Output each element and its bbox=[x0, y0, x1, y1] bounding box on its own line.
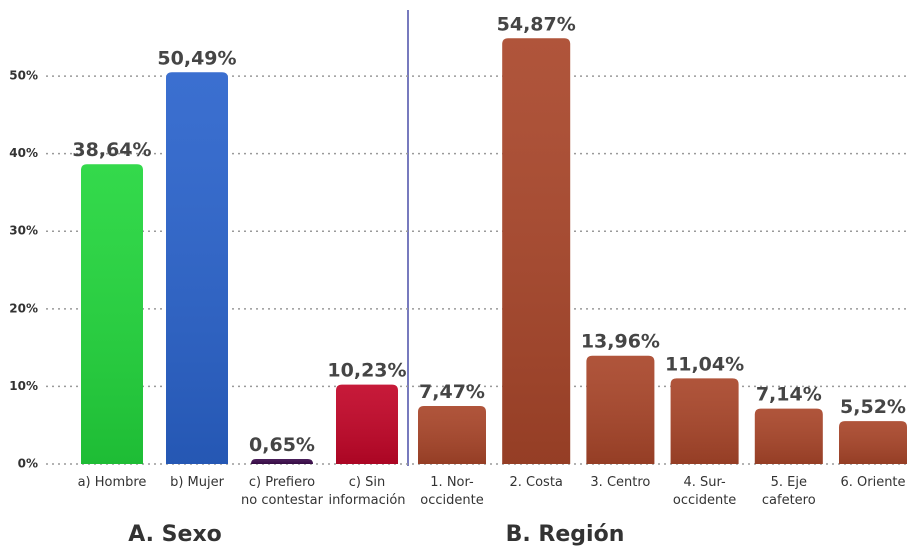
value-label: 54,87% bbox=[497, 13, 576, 35]
bar-shade bbox=[251, 458, 313, 464]
x-tick-label: 3. Centro bbox=[590, 475, 651, 490]
group-title: A. Sexo bbox=[128, 522, 222, 547]
y-tick-label: 10% bbox=[9, 379, 38, 393]
value-label: 0,65% bbox=[249, 434, 315, 456]
bar-shade bbox=[670, 378, 739, 464]
x-tick-label: 1. Nor- occidente bbox=[420, 475, 484, 508]
value-label: 11,04% bbox=[665, 353, 744, 375]
bar-shade bbox=[418, 406, 486, 464]
y-tick-label: 50% bbox=[9, 69, 38, 83]
value-label: 7,14% bbox=[756, 384, 822, 406]
group-title: B. Región bbox=[505, 522, 625, 547]
value-label: 38,64% bbox=[72, 139, 151, 161]
y-tick-label: 0% bbox=[18, 457, 38, 471]
x-tick-label: 4. Sur- occidente bbox=[672, 475, 737, 508]
bar-shade bbox=[754, 408, 823, 464]
bar-shade bbox=[81, 164, 143, 464]
value-label: 7,47% bbox=[419, 381, 485, 403]
x-tick-label: c) Prefiero no contestar bbox=[241, 475, 323, 508]
value-label: 10,23% bbox=[327, 360, 406, 382]
bar-shade bbox=[336, 384, 398, 464]
bar-shade bbox=[502, 38, 571, 464]
x-tick-label: 6. Oriente bbox=[840, 475, 906, 490]
x-tick-label: 2. Costa bbox=[509, 475, 563, 490]
value-label: 13,96% bbox=[581, 331, 660, 353]
bar-shade bbox=[166, 72, 228, 464]
bar-shade bbox=[839, 421, 907, 464]
x-tick-label: a) Hombre bbox=[77, 475, 147, 490]
y-tick-label: 20% bbox=[9, 301, 38, 315]
value-label: 50,49% bbox=[157, 47, 236, 69]
x-tick-label: c) Sin información bbox=[328, 475, 406, 508]
x-tick-label: b) Mujer bbox=[170, 475, 224, 490]
value-label: 5,52% bbox=[840, 396, 906, 418]
bar-shade bbox=[586, 355, 655, 464]
x-tick-label: 5. Eje cafetero bbox=[761, 475, 816, 508]
y-tick-label: 40% bbox=[9, 146, 38, 160]
y-tick-label: 30% bbox=[9, 224, 38, 238]
